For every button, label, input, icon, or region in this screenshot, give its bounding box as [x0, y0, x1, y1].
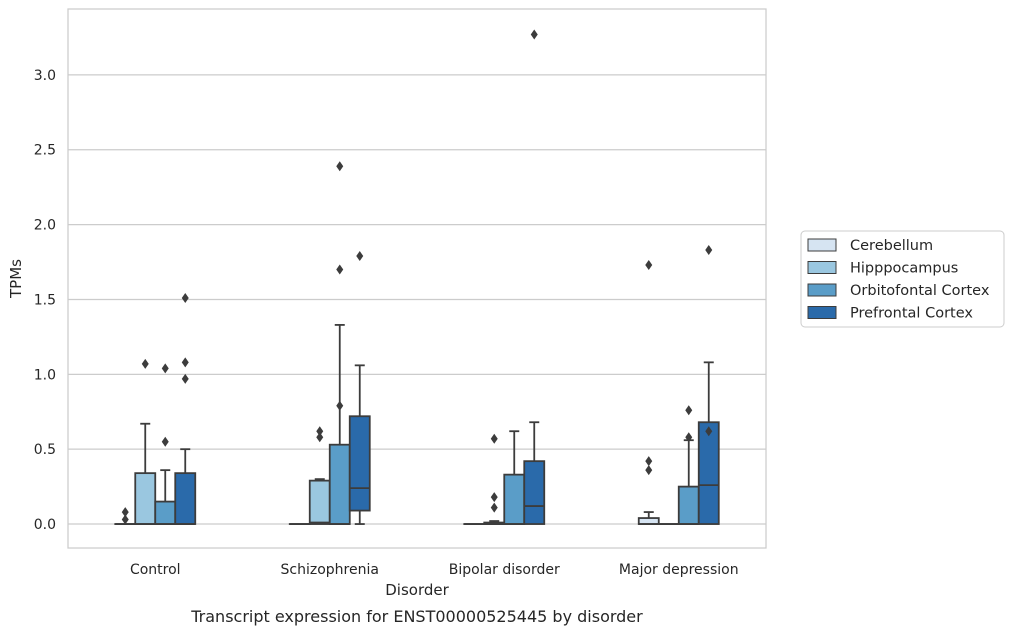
- legend-label: Prefrontal Cortex: [850, 306, 973, 322]
- box-group: [348, 251, 371, 525]
- box-series-layer: [114, 29, 720, 525]
- box: [154, 500, 177, 525]
- outlier-point: [705, 245, 713, 256]
- box-group: [697, 245, 720, 525]
- outlier-point: [685, 432, 693, 443]
- y-tick-label: 0.5: [34, 442, 56, 458]
- y-tick-label: 2.5: [34, 143, 56, 159]
- box: [174, 472, 197, 525]
- outlier-point: [316, 432, 324, 443]
- box: [697, 421, 720, 525]
- legend: Cerebellum Hipppocampus Orbitofontal Corte…: [800, 230, 1005, 328]
- outlier-point: [336, 400, 344, 411]
- x-tick-labels: Control Schizophrenia Bipolar disorder Majo…: [130, 562, 739, 578]
- legend-frame: [800, 230, 1005, 328]
- x-axis-label: Disorder: [385, 581, 449, 599]
- outlier-point: [316, 426, 324, 437]
- box-group: [174, 292, 197, 525]
- x-tick-label: Control: [130, 562, 181, 578]
- box-group: [154, 363, 177, 525]
- box: [677, 485, 700, 525]
- outlier-point: [685, 405, 693, 416]
- outlier-point: [645, 260, 653, 271]
- x-tick-label: Schizophrenia: [281, 562, 379, 578]
- outlier-point: [181, 357, 189, 368]
- outlier-point: [490, 492, 498, 503]
- outlier-point: [356, 251, 364, 262]
- x-tick-label: Bipolar disorder: [449, 562, 560, 578]
- plot-frame: [67, 8, 767, 549]
- grid-lines: [68, 74, 766, 525]
- box-group: [503, 430, 526, 525]
- legend-swatch: [807, 261, 837, 274]
- box-group: [637, 260, 660, 525]
- outlier-point: [121, 514, 129, 525]
- outlier-point: [141, 358, 149, 369]
- x-tick-label: Major depression: [619, 562, 739, 578]
- outlier-point: [336, 264, 344, 275]
- y-axis-label: TPMs: [7, 259, 25, 299]
- legend-swatch: [807, 283, 837, 297]
- y-tick-label: 2.0: [34, 218, 56, 234]
- box-group: [328, 161, 351, 525]
- box-group: [523, 29, 546, 525]
- y-tick-label: 3.0: [34, 68, 56, 84]
- box: [134, 472, 157, 525]
- outlier-point: [121, 507, 129, 518]
- chart-caption: Transcript expression for ENST0000052544…: [190, 607, 643, 626]
- box-group: [134, 358, 157, 525]
- legend-swatch: [807, 306, 837, 319]
- outlier-point: [161, 436, 169, 447]
- y-tick-label: 0.0: [34, 517, 56, 533]
- outlier-point: [530, 29, 538, 40]
- y-tick-label: 1.5: [34, 292, 56, 308]
- box-group: [483, 433, 506, 525]
- box: [503, 473, 526, 525]
- outlier-point: [645, 465, 653, 476]
- box-group: [114, 507, 137, 525]
- outlier-point: [336, 161, 344, 172]
- outlier-point: [645, 456, 653, 467]
- outlier-point: [705, 426, 713, 437]
- outlier-point: [181, 292, 189, 303]
- outlier-point: [490, 433, 498, 444]
- legend-swatch: [807, 238, 837, 252]
- outlier-point: [161, 363, 169, 374]
- box-group: [677, 405, 700, 525]
- box: [523, 460, 546, 525]
- legend-label: Hipppocampus: [850, 261, 958, 277]
- legend-label: Orbitofontal Cortex: [850, 283, 990, 299]
- y-tick-labels: 0.0 0.5 1.0 1.5 2.0 2.5 3.0: [34, 68, 56, 533]
- box: [348, 415, 371, 512]
- outlier-point: [490, 502, 498, 513]
- legend-label: Cerebellum: [850, 238, 933, 254]
- y-tick-label: 1.0: [34, 367, 56, 383]
- box: [308, 479, 331, 525]
- box-group: [308, 426, 331, 525]
- outlier-point: [181, 373, 189, 384]
- box: [328, 443, 351, 525]
